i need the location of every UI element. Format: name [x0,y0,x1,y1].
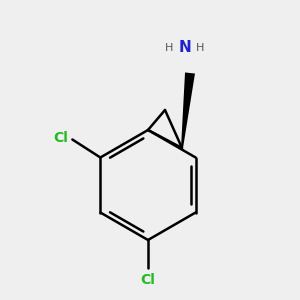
Text: Cl: Cl [141,273,155,287]
Text: N: N [178,40,191,56]
Polygon shape [181,73,195,148]
Text: H: H [196,43,204,53]
Text: H: H [165,43,173,53]
Text: Cl: Cl [53,130,68,145]
